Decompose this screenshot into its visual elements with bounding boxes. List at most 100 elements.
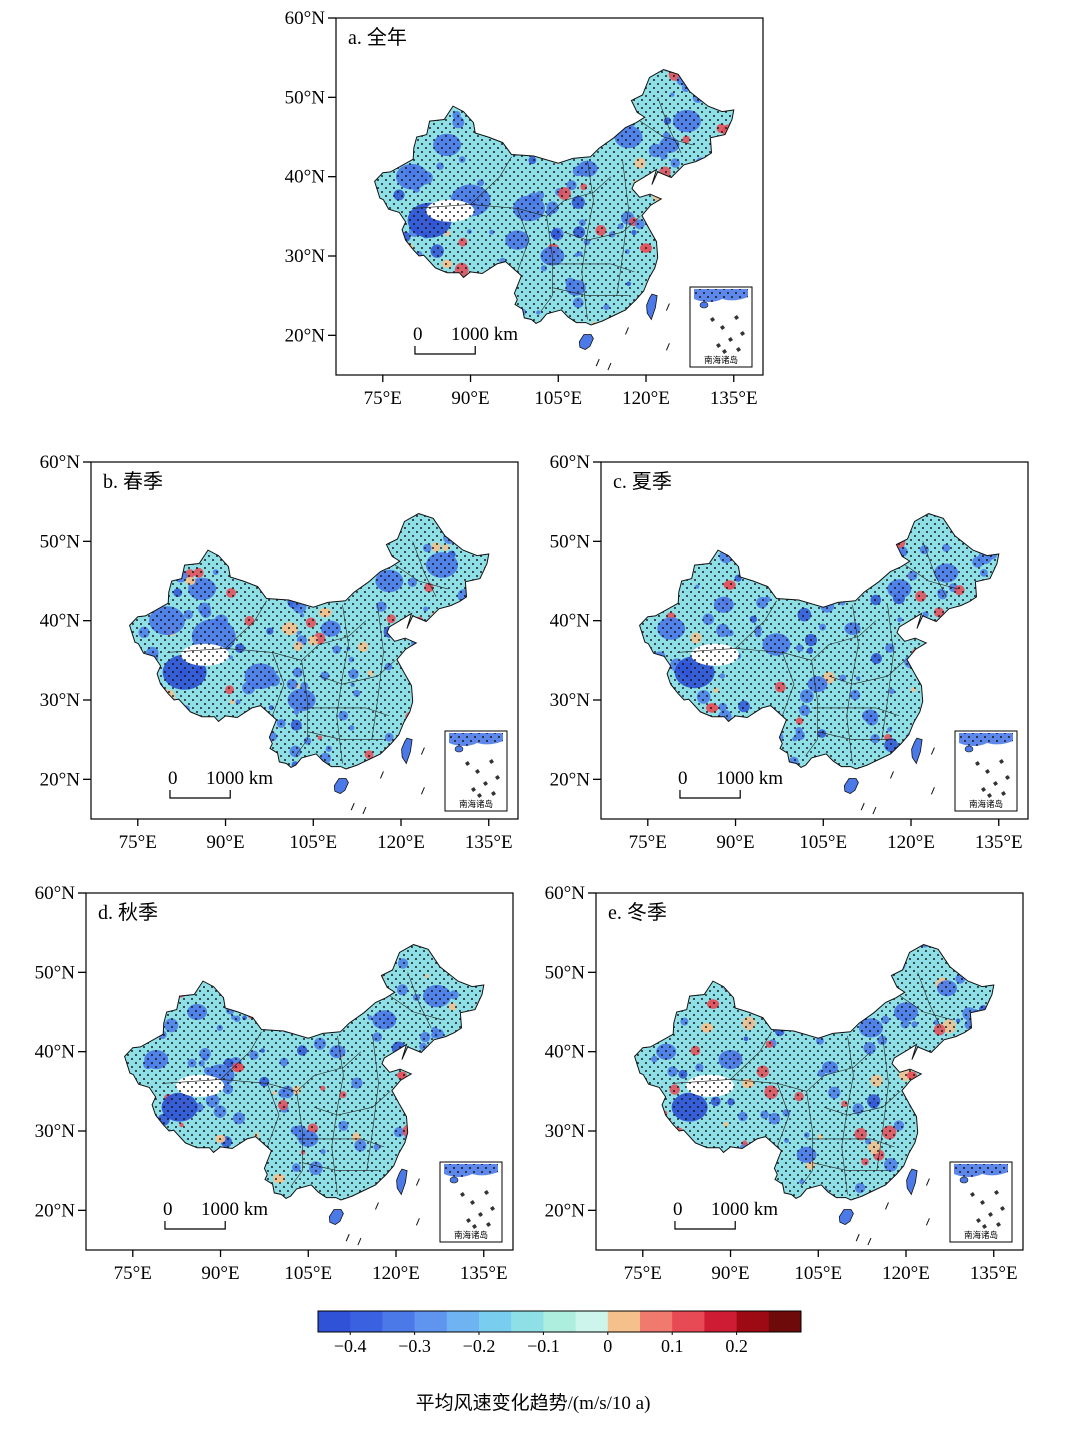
scale-bar: 0 1000 km	[168, 768, 273, 799]
colorbar-swatch	[607, 1311, 641, 1332]
china-outline	[634, 944, 995, 1201]
panel-title: c. 夏季	[613, 470, 672, 493]
lon-tick-label: 90°E	[206, 832, 244, 853]
lat-tick-label: 60°N	[285, 8, 326, 29]
china-outline	[374, 69, 735, 326]
svg-text:1000 km: 1000 km	[716, 768, 783, 789]
taiwan-island	[646, 293, 658, 321]
taiwan-island	[906, 1168, 918, 1196]
lon-tick-label: 120°E	[887, 832, 935, 853]
svg-text:1000 km: 1000 km	[206, 768, 273, 789]
lon-tick-label: 90°E	[201, 1263, 239, 1284]
lat-tick-label: 40°N	[285, 167, 326, 188]
map-panel-summer: 南海诸岛 c. 夏季 0 1000 km 20°N 30°N 40°N 50°N 60°N 75°…	[550, 452, 1029, 853]
colorbar-title: 平均风速变化趋势/(m/s/10 a)	[416, 1392, 651, 1414]
colorbar-swatch	[575, 1311, 609, 1332]
hainan-island	[578, 334, 594, 351]
colorbar-tick-label: 0.1	[661, 1336, 684, 1356]
lat-tick-label: 20°N	[550, 769, 591, 790]
lat-tick-label: 30°N	[545, 1121, 586, 1142]
hainan-island	[838, 1209, 854, 1226]
china-outline	[639, 513, 1000, 770]
lon-tick-label: 90°E	[451, 388, 489, 409]
colorbar-swatch	[382, 1311, 415, 1332]
colorbar-swatch	[543, 1311, 576, 1332]
south-china-sea-inset: 南海诸岛	[444, 730, 508, 812]
lat-tick-label: 40°N	[35, 1042, 76, 1063]
south-china-sea-inset: 南海诸岛	[689, 286, 753, 368]
province-boundaries	[411, 97, 693, 320]
scale-bar: 0 1000 km	[678, 768, 783, 799]
colorbar-tick-label: −0.1	[527, 1336, 560, 1356]
lon-tick-label: 105°E	[794, 1263, 842, 1284]
lat-tick-label: 60°N	[550, 452, 591, 473]
lon-tick-label: 75°E	[624, 1263, 662, 1284]
significance-stipple	[129, 513, 489, 769]
china-outline	[124, 944, 485, 1201]
lat-tick-label: 20°N	[40, 769, 81, 790]
longitude-axis: 75°E 90°E 105°E 120°E 135°E	[629, 819, 1023, 853]
taiwan-island	[911, 737, 923, 765]
colorbar-tick-label: −0.4	[334, 1336, 367, 1356]
map-panel-spring: 南海诸岛 b. 春季 0 1000 km 20°N 30°N 40°N 50°N 60°N 75°…	[40, 452, 519, 853]
lat-tick-label: 50°N	[550, 531, 591, 552]
svg-text:0: 0	[678, 768, 688, 789]
svg-text:0: 0	[163, 1199, 173, 1220]
lon-tick-label: 75°E	[629, 832, 667, 853]
svg-text:0: 0	[673, 1199, 683, 1220]
lon-tick-label: 105°E	[534, 388, 582, 409]
lon-tick-label: 120°E	[377, 832, 425, 853]
colorbar-legend: −0.4 −0.3 −0.2 −0.1 0 0.1 0.2	[317, 1310, 802, 1356]
lat-tick-label: 40°N	[545, 1042, 586, 1063]
colorbar-swatch	[350, 1311, 383, 1332]
longitude-axis: 75°E 90°E 105°E 120°E 135°E	[114, 1250, 508, 1284]
lon-tick-label: 135°E	[460, 1263, 508, 1284]
panel-title: d. 秋季	[98, 901, 158, 924]
latitude-axis: 20°N 30°N 40°N 50°N 60°N	[40, 452, 91, 790]
province-boundaries	[676, 541, 958, 764]
inset-label: 南海诸岛	[964, 1230, 998, 1240]
inset-label: 南海诸岛	[459, 799, 493, 809]
lon-tick-label: 120°E	[882, 1263, 930, 1284]
south-china-sea-inset: 南海诸岛	[954, 730, 1018, 812]
colorbar-swatch	[479, 1311, 512, 1332]
latitude-axis: 20°N 30°N 40°N 50°N 60°N	[550, 452, 601, 790]
colorbar-swatch	[672, 1311, 705, 1332]
lon-tick-label: 75°E	[119, 832, 157, 853]
lat-tick-label: 60°N	[545, 883, 586, 904]
svg-text:1000 km: 1000 km	[201, 1199, 268, 1220]
lat-tick-label: 50°N	[40, 531, 81, 552]
lon-tick-label: 75°E	[114, 1263, 152, 1284]
svg-text:1000 km: 1000 km	[711, 1199, 778, 1220]
lat-tick-label: 20°N	[285, 325, 326, 346]
lon-tick-label: 135°E	[970, 1263, 1018, 1284]
colorbar-swatch	[704, 1311, 737, 1332]
scale-bar: 0 1000 km	[413, 324, 518, 355]
lat-tick-label: 30°N	[40, 690, 81, 711]
lat-tick-label: 40°N	[40, 611, 81, 632]
svg-text:0: 0	[168, 768, 178, 789]
colorbar-tick-label: 0.2	[725, 1336, 748, 1356]
lon-tick-label: 90°E	[716, 832, 754, 853]
lat-tick-label: 30°N	[285, 246, 326, 267]
svg-text:1000 km: 1000 km	[451, 324, 518, 345]
colorbar-swatch	[736, 1311, 770, 1332]
lat-tick-label: 40°N	[550, 611, 591, 632]
south-china-sea-inset: 南海诸岛	[439, 1161, 503, 1243]
lat-tick-label: 20°N	[545, 1200, 586, 1221]
significance-stipple	[124, 944, 484, 1200]
lon-tick-label: 135°E	[710, 388, 758, 409]
province-boundaries	[161, 972, 443, 1195]
china-outline	[129, 513, 490, 770]
lon-tick-label: 105°E	[799, 832, 847, 853]
scale-bar: 0 1000 km	[673, 1199, 778, 1230]
colorbar-tick-label: 0	[603, 1336, 612, 1356]
lon-tick-label: 135°E	[465, 832, 513, 853]
significance-stipple	[634, 944, 994, 1200]
province-boundaries	[671, 972, 953, 1195]
svg-text:0: 0	[413, 324, 423, 345]
hainan-island	[328, 1209, 344, 1226]
significance-stipple	[639, 513, 999, 769]
longitude-axis: 75°E 90°E 105°E 120°E 135°E	[364, 375, 758, 409]
lon-tick-label: 135°E	[975, 832, 1023, 853]
